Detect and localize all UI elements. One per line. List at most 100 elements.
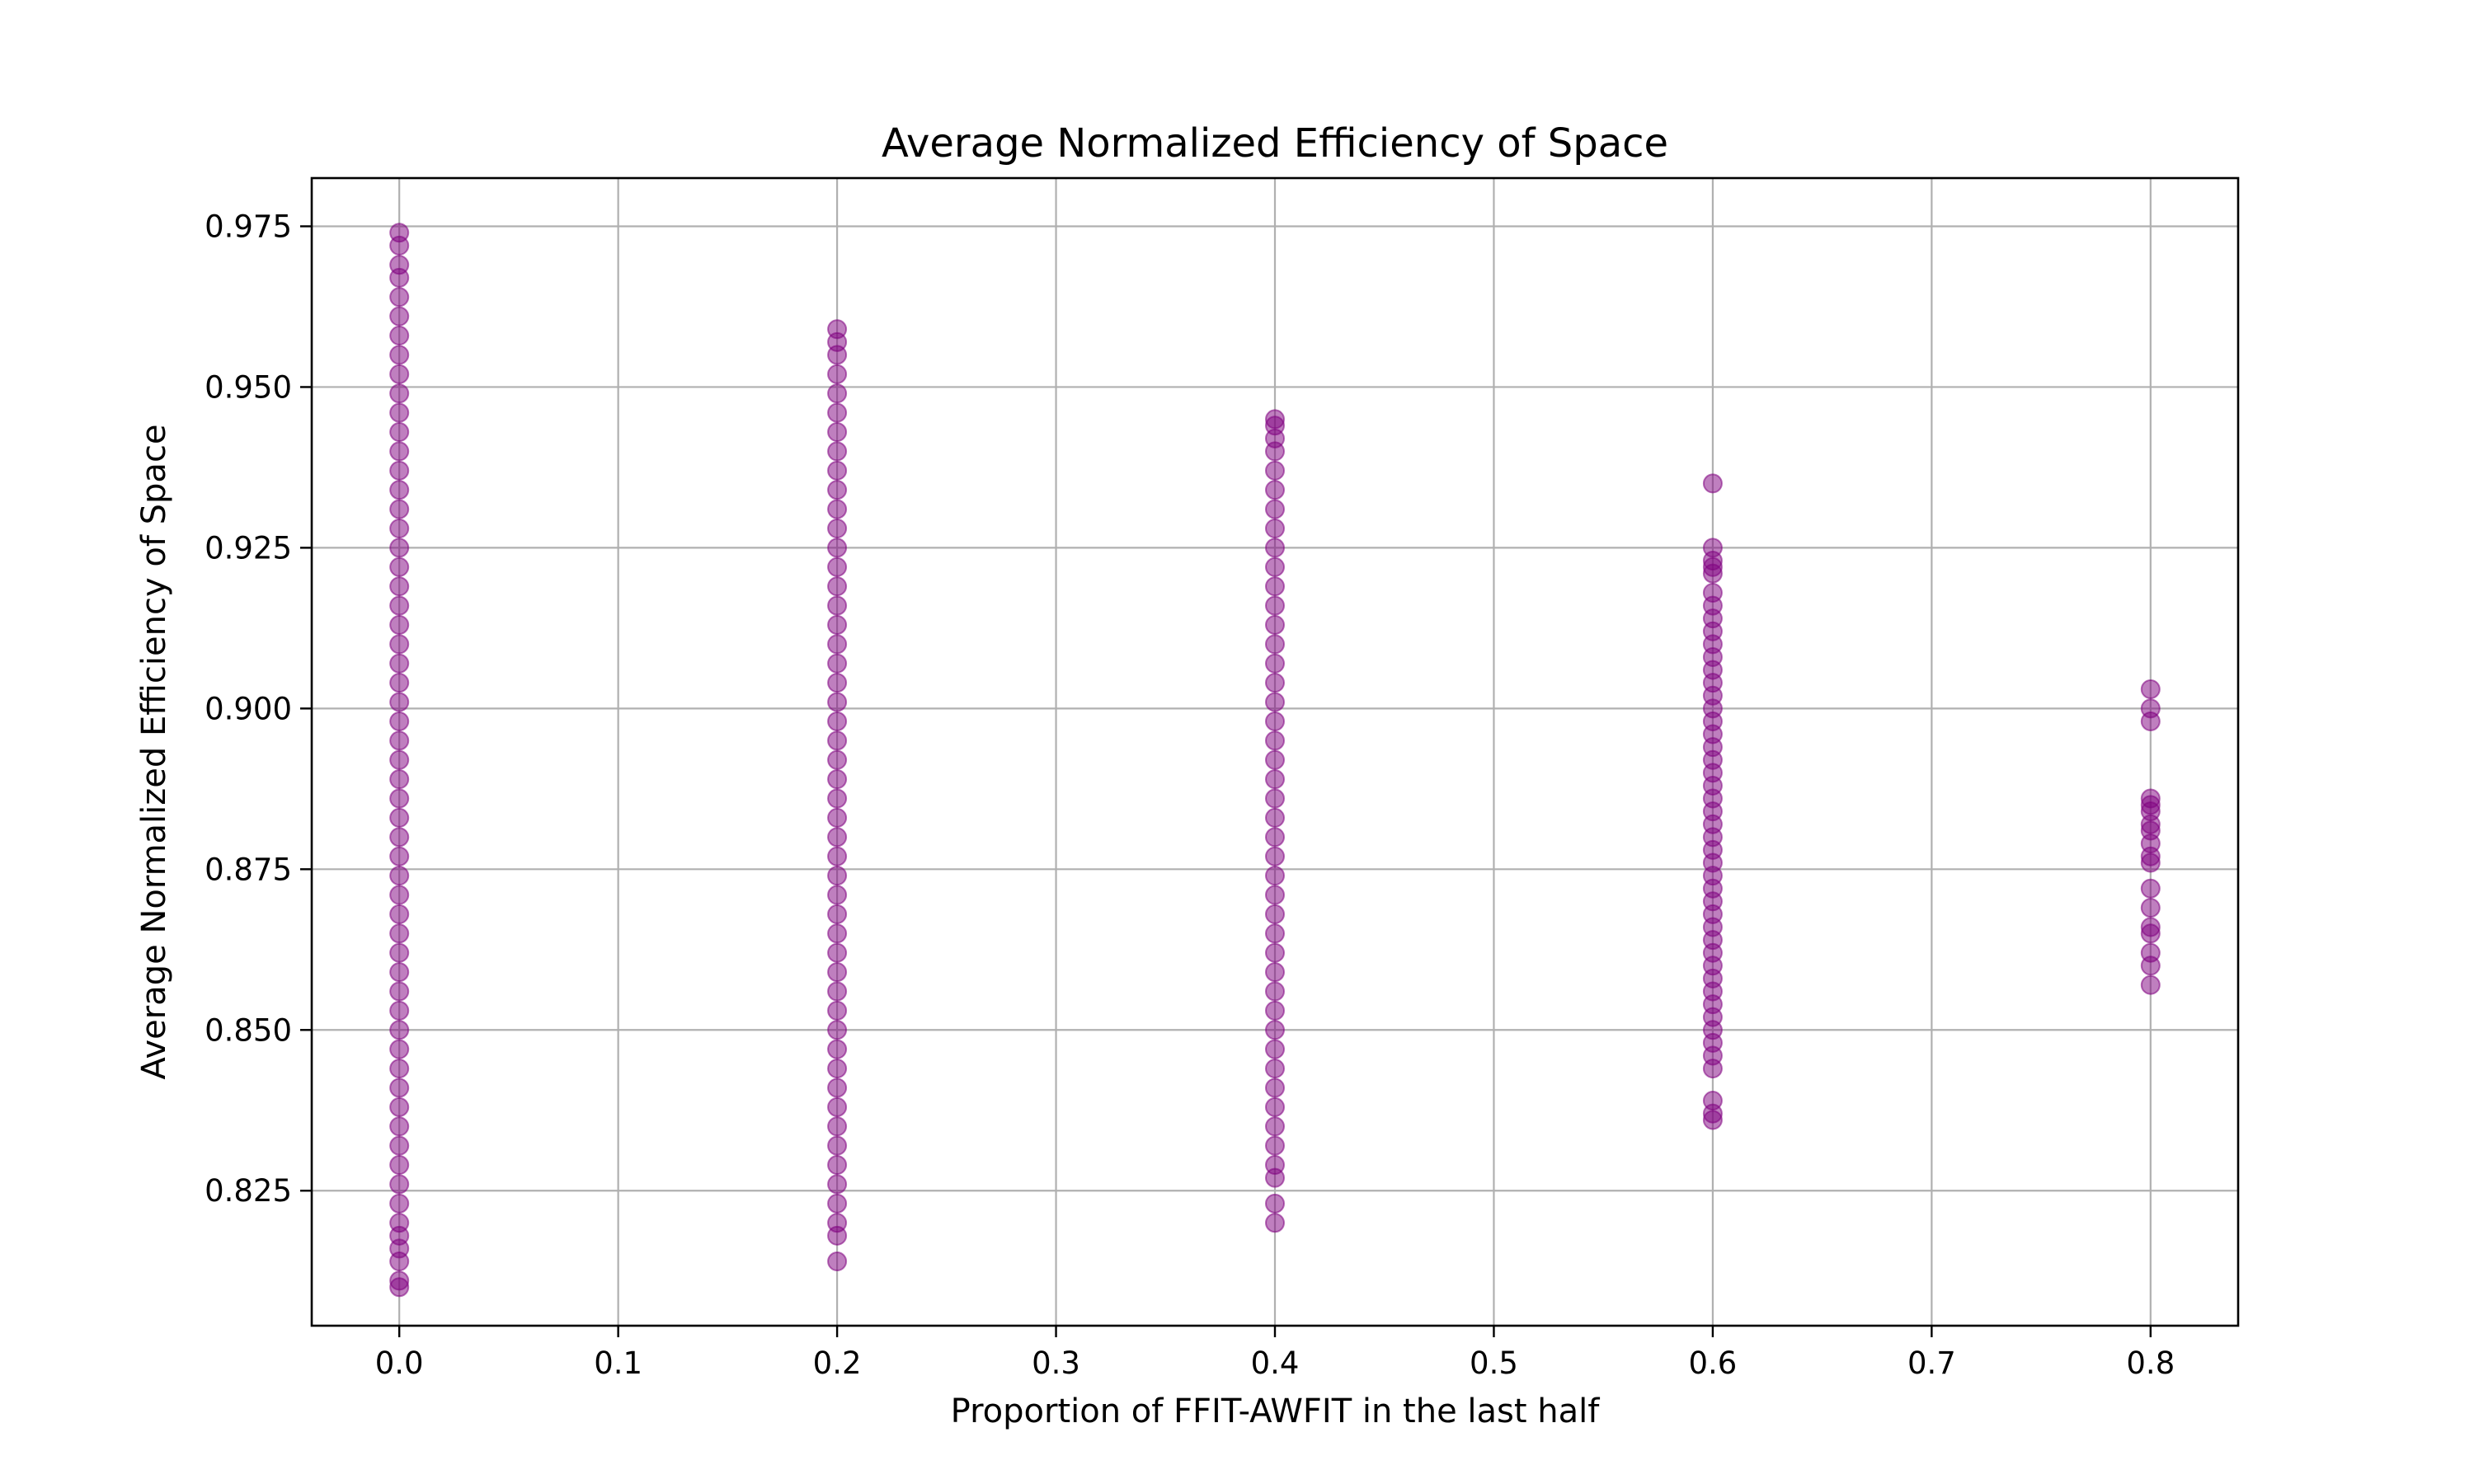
data-point (389, 1155, 410, 1176)
data-point (1265, 480, 1285, 500)
data-point (827, 788, 848, 809)
data-point (389, 769, 410, 790)
data-point (2140, 788, 2161, 809)
data-point (389, 538, 410, 558)
data-point (2140, 942, 2161, 963)
data-point (1265, 673, 1285, 693)
data-point (827, 538, 848, 558)
data-point (1265, 519, 1285, 539)
data-point (1265, 1116, 1285, 1137)
data-point (2140, 878, 2161, 899)
data-point (827, 519, 848, 539)
data-point (1702, 538, 1723, 558)
data-point (827, 923, 848, 944)
data-point (389, 1193, 410, 1214)
data-point (1265, 711, 1285, 731)
data-point (1265, 538, 1285, 558)
data-point (827, 595, 848, 616)
data-point (389, 306, 410, 326)
data-point (827, 692, 848, 712)
data-point (827, 319, 848, 340)
data-point (827, 749, 848, 770)
data-point (827, 962, 848, 983)
data-point (827, 576, 848, 597)
data-point (389, 422, 410, 443)
data-point (827, 422, 848, 443)
data-point (1702, 473, 1723, 494)
data-point (1265, 904, 1285, 924)
y-tick-label: 0.900 (205, 691, 292, 726)
data-point (1265, 1193, 1285, 1214)
data-point (1265, 614, 1285, 635)
data-point (827, 499, 848, 519)
axis-ticks: 0.0 0.1 0.2 0.3 0.4 0.5 0.6 0.7 0.8 0.825 0.850 0.8… (205, 209, 2175, 1381)
data-point (827, 1155, 848, 1176)
x-tick-label: 0.6 (1688, 1345, 1737, 1381)
data-point (389, 1135, 410, 1156)
data-point (389, 614, 410, 635)
data-point (389, 807, 410, 828)
data-point (1265, 885, 1285, 905)
data-point (1265, 1213, 1285, 1233)
data-point (827, 711, 848, 731)
x-tick-label: 0.0 (375, 1345, 424, 1381)
data-point (827, 556, 848, 577)
data-point (389, 1039, 410, 1059)
data-point (827, 1116, 848, 1137)
data-point (1265, 827, 1285, 848)
data-point (827, 904, 848, 924)
x-tick-label: 0.4 (1251, 1345, 1300, 1381)
data-point (1265, 1039, 1285, 1059)
data-point (1265, 1097, 1285, 1117)
data-point (827, 807, 848, 828)
data-point (1265, 807, 1285, 828)
data-point (827, 866, 848, 886)
data-point (827, 1020, 848, 1040)
y-tick-label: 0.925 (205, 530, 292, 566)
data-point (389, 1059, 410, 1079)
data-point (389, 711, 410, 731)
data-point (389, 1078, 410, 1098)
data-point (827, 1213, 848, 1233)
data-point (389, 866, 410, 886)
data-point (1265, 556, 1285, 577)
data-point (2140, 917, 2161, 937)
data-point (1265, 962, 1285, 983)
x-tick-label: 0.3 (1032, 1345, 1080, 1381)
data-point (389, 556, 410, 577)
data-point (827, 1135, 848, 1156)
data-point (827, 364, 848, 384)
data-point (1265, 981, 1285, 1002)
data-point (827, 827, 848, 848)
data-point (389, 827, 410, 848)
data-point (827, 769, 848, 790)
data-point (389, 326, 410, 346)
data-point (1265, 576, 1285, 597)
x-tick-label: 0.1 (594, 1345, 642, 1381)
data-point (389, 1213, 410, 1233)
data-point (389, 499, 410, 519)
x-tick-label: 0.2 (813, 1345, 862, 1381)
data-point (827, 634, 848, 655)
x-axis-label: Proportion of FFIT-AWFIT in the last hal… (951, 1392, 1601, 1430)
y-tick-label: 0.875 (205, 852, 292, 887)
data-points (389, 223, 2161, 1298)
y-tick-label: 0.850 (205, 1012, 292, 1048)
x-tick-label: 0.7 (1907, 1345, 1956, 1381)
data-point (827, 1078, 848, 1098)
data-point (1265, 923, 1285, 944)
data-point (389, 345, 410, 365)
data-point (389, 923, 410, 944)
data-point (827, 942, 848, 963)
data-point (1265, 942, 1285, 963)
data-point (1265, 409, 1285, 430)
data-point (2140, 698, 2161, 719)
chart-title: Average Normalized Efficiency of Space (882, 120, 1668, 167)
data-point (827, 614, 848, 635)
data-point (2140, 898, 2161, 918)
data-point (1265, 1078, 1285, 1098)
data-point (1265, 460, 1285, 481)
data-point (389, 634, 410, 655)
